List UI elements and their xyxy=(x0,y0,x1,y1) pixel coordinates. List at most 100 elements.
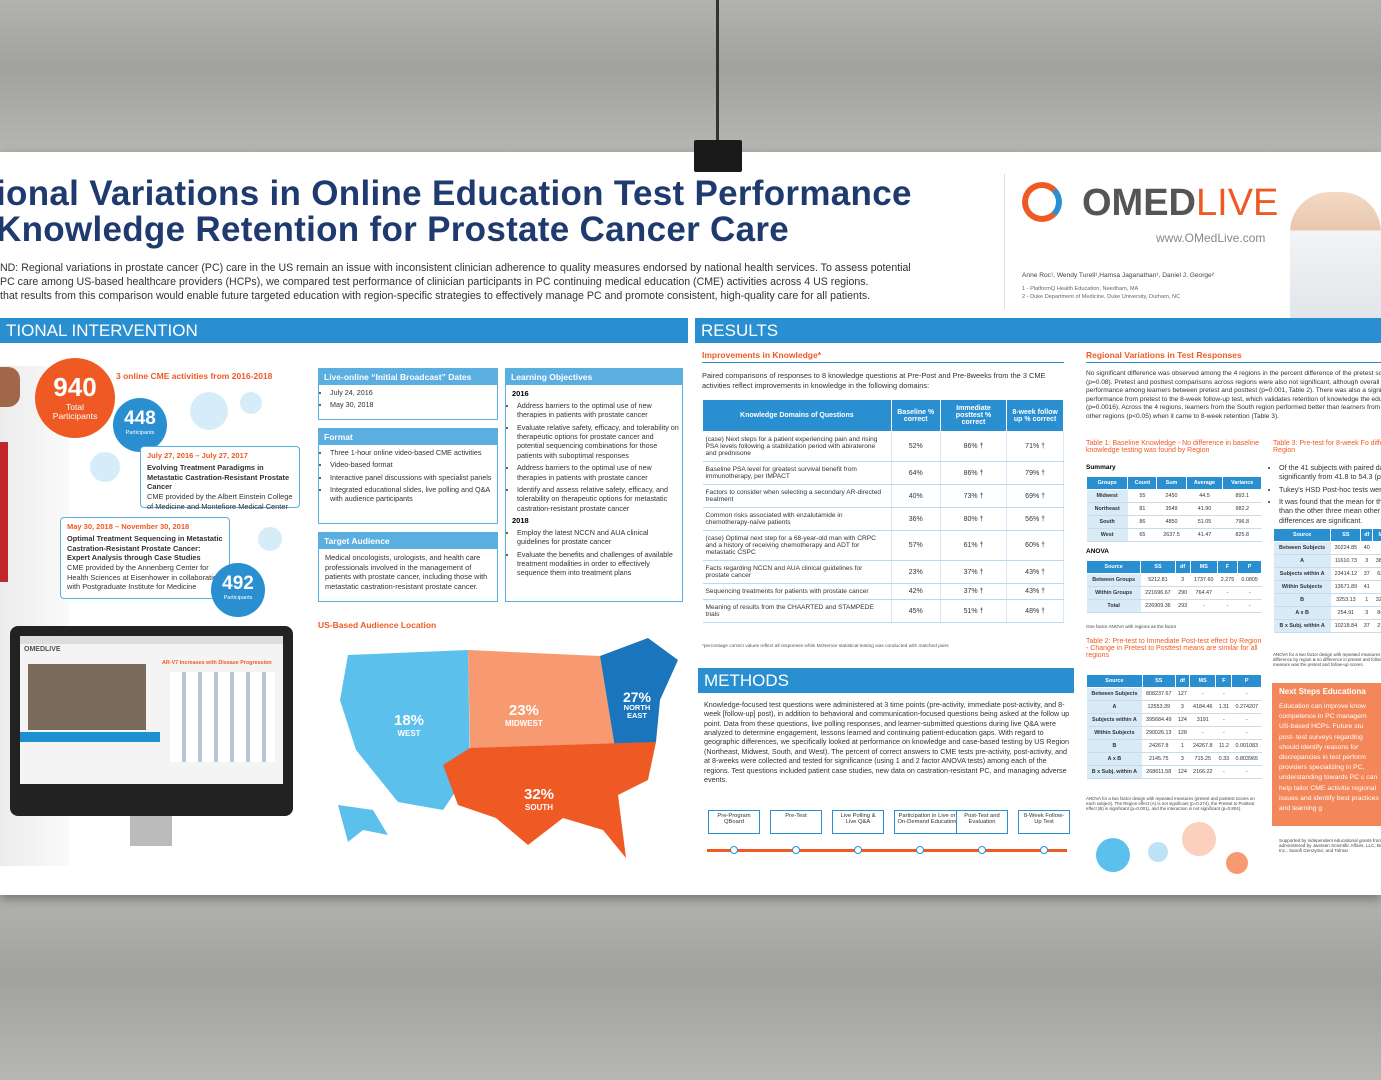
cell: Common risks associated with enzalutamid… xyxy=(702,507,892,531)
cell: Sequencing treatments for patients with … xyxy=(702,583,892,600)
map-pct: 32% xyxy=(524,786,555,803)
cell: 37 xyxy=(1360,567,1373,581)
cell: 127 xyxy=(1175,687,1190,701)
cell: 48% † xyxy=(1006,599,1064,623)
cell: 36% xyxy=(891,507,941,531)
cell: - xyxy=(1215,713,1232,727)
cell: South xyxy=(1086,515,1128,529)
cell: 41.90 xyxy=(1186,502,1223,516)
logo-dark: OMED xyxy=(1082,182,1196,224)
list-item: Of the 41 subjects with paired da signif… xyxy=(1279,463,1381,482)
list-item: Address barriers to the optimal use of n… xyxy=(517,401,682,420)
cell: 45% xyxy=(891,599,941,623)
table-wrap: Source SS df MS F P Between Groups 5212.81 3 1737… xyxy=(1085,560,1262,613)
cell: - xyxy=(1231,687,1262,701)
cell: 395684.49 xyxy=(1142,713,1176,727)
us-map xyxy=(338,638,678,858)
cell: 825.8 xyxy=(1222,528,1262,542)
table-note: ANOVA for a two factor design with repea… xyxy=(1273,652,1381,667)
cell: - xyxy=(1231,713,1262,727)
table-row: (case) Optimal next step for a 68-year-o… xyxy=(702,530,1064,561)
table-caption: Table 2: Pre-test to Immediate Post-test… xyxy=(1086,638,1262,659)
audience-box: Target Audience Medical oncologists, uro… xyxy=(318,532,498,602)
activity-provider: CME provided by the Annenberg Center for… xyxy=(67,562,222,592)
map-pct: 18% xyxy=(394,712,425,729)
cell: 128 xyxy=(1175,726,1190,740)
list: Of the 41 subjects with paired da signif… xyxy=(1268,463,1381,528)
cell: 30224.85 xyxy=(1330,541,1361,555)
header-cell: Baseline % correct xyxy=(890,399,941,432)
table-row: A 12553.39 3 4184.46 1.31 0.274207 xyxy=(1086,700,1262,714)
cell: 3549 xyxy=(1156,502,1186,516)
affiliation: 1 - PlatformQ Health Education, Needham,… xyxy=(1022,286,1139,292)
cell: Midwest xyxy=(1086,489,1128,503)
cell: A xyxy=(1273,554,1331,568)
cell: West xyxy=(1086,528,1128,542)
cell: 41 xyxy=(1360,580,1373,594)
cell: - xyxy=(1372,580,1381,594)
cell: - xyxy=(1237,599,1262,613)
cell: 715.25 xyxy=(1189,752,1216,766)
table-wrap: Source SS df MS F P Between Subjects 808237.67 1… xyxy=(1086,674,1262,779)
table-row: Baseline PSA level for greatest survival… xyxy=(702,461,1064,485)
flow-step: 8-Week Follow-Up Test xyxy=(1018,810,1070,834)
binder-clip xyxy=(694,140,742,172)
cell: 808237.67 xyxy=(1142,687,1176,701)
methods-text: Knowledge-focused test questions were ad… xyxy=(704,700,1070,784)
authors: Anne Roc¹, Wendy Turell¹,Hamsa Jaganatha… xyxy=(1022,272,1214,279)
cell: (case) Optimal next step for a 68-year-o… xyxy=(702,530,892,561)
cell: - xyxy=(1215,687,1232,701)
list-item: Three 1-hour online video-based CME acti… xyxy=(330,448,497,457)
monitor-stand xyxy=(130,816,172,846)
cell: 2.275 xyxy=(1217,573,1238,587)
cell: 52% xyxy=(891,431,941,462)
region-midwest xyxy=(468,650,615,748)
list: July 24, 2016 May 30, 2018 xyxy=(319,388,497,410)
table-row: A x B 2145.75 3 715.25 0.33 0.803965 xyxy=(1086,752,1262,766)
total-number: 940 xyxy=(53,372,97,402)
cell: Meaning of results from the CHAARTED and… xyxy=(702,599,892,623)
cell: 42% xyxy=(891,583,941,600)
cell: 226909.36 xyxy=(1140,599,1176,613)
cell: 254.91 xyxy=(1330,606,1361,620)
decor-circle xyxy=(190,392,228,430)
box-heading: Target Audience xyxy=(319,533,497,549)
list-item: May 30, 2018 xyxy=(330,400,497,409)
cell: 23414.12 xyxy=(1330,567,1361,581)
map-pct: 27% xyxy=(622,689,652,705)
cell: Between Subjects xyxy=(1086,687,1143,701)
cell: Between Groups xyxy=(1086,573,1141,587)
cell: 0.803965 xyxy=(1231,752,1262,766)
cell: 11.2 xyxy=(1215,739,1232,753)
decor-circle xyxy=(1148,842,1168,862)
cell: Between Subjects xyxy=(1273,541,1331,555)
header-cell: SS xyxy=(1330,528,1362,542)
cell: Subjects within A xyxy=(1086,713,1143,727)
cell: 276. xyxy=(1372,619,1381,633)
cell: 632. xyxy=(1372,567,1381,581)
logo-text: OMEDLIVE xyxy=(1082,182,1278,225)
cell: 2166.22 xyxy=(1189,765,1216,779)
table-row: B 24267.8 1 24267.8 11.2 0.001083 xyxy=(1086,739,1262,753)
map-label: 23% MIDWEST xyxy=(505,702,543,728)
group-number: 448 xyxy=(124,408,156,429)
decor-circle xyxy=(90,452,120,482)
table-row: Between Subjects 808237.67 127- - - xyxy=(1086,687,1262,701)
header-cell: Sum xyxy=(1156,476,1187,490)
slide-charts xyxy=(170,672,275,762)
list: Three 1-hour online video-based CME acti… xyxy=(319,448,497,504)
cell: 2450 xyxy=(1156,489,1186,503)
header-cell: SS xyxy=(1141,674,1176,688)
map-label: 27% NORTH EAST xyxy=(617,690,657,719)
box-heading: Learning Objectives xyxy=(506,369,682,385)
cell: 796.8 xyxy=(1222,515,1262,529)
table-row: Subjects within A 395684.49 124 3191- - xyxy=(1086,713,1262,727)
total-label: Total Participants xyxy=(52,402,98,422)
cell: Within Subjects xyxy=(1086,726,1143,740)
table-row: Northeast 81 3549 41.90 982.2 xyxy=(1086,502,1262,516)
header-cell: Source xyxy=(1085,560,1142,574)
background-text: ND: Regional variations in prostate canc… xyxy=(0,262,911,274)
cell: 5212.81 xyxy=(1140,573,1176,587)
divider xyxy=(1004,174,1005,309)
